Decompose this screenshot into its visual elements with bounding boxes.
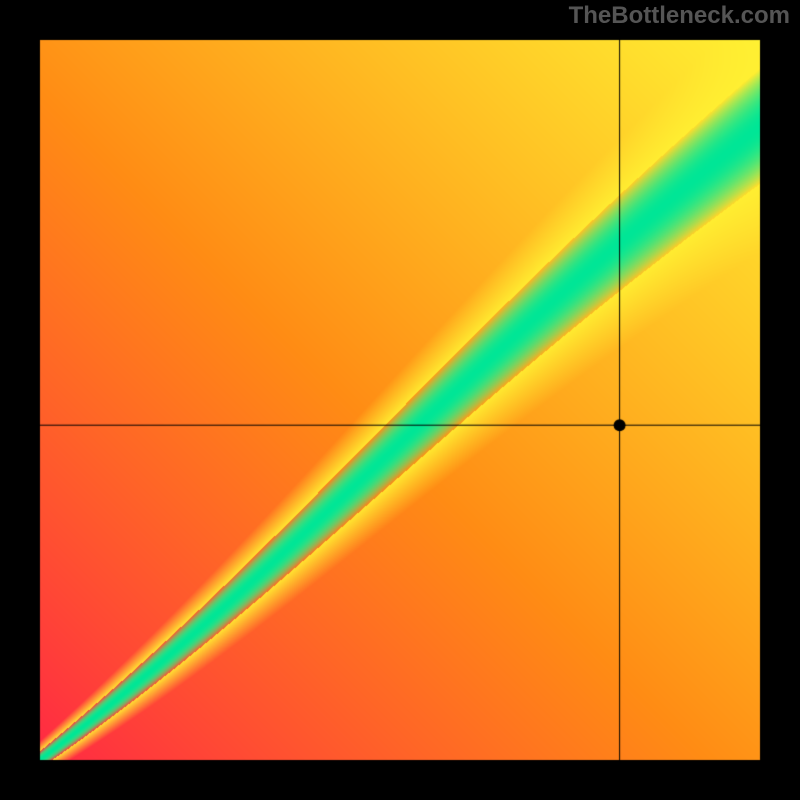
watermark-text: TheBottleneck.com — [569, 2, 790, 30]
chart-container: TheBottleneck.com — [0, 0, 800, 800]
heatmap-canvas — [0, 0, 800, 800]
